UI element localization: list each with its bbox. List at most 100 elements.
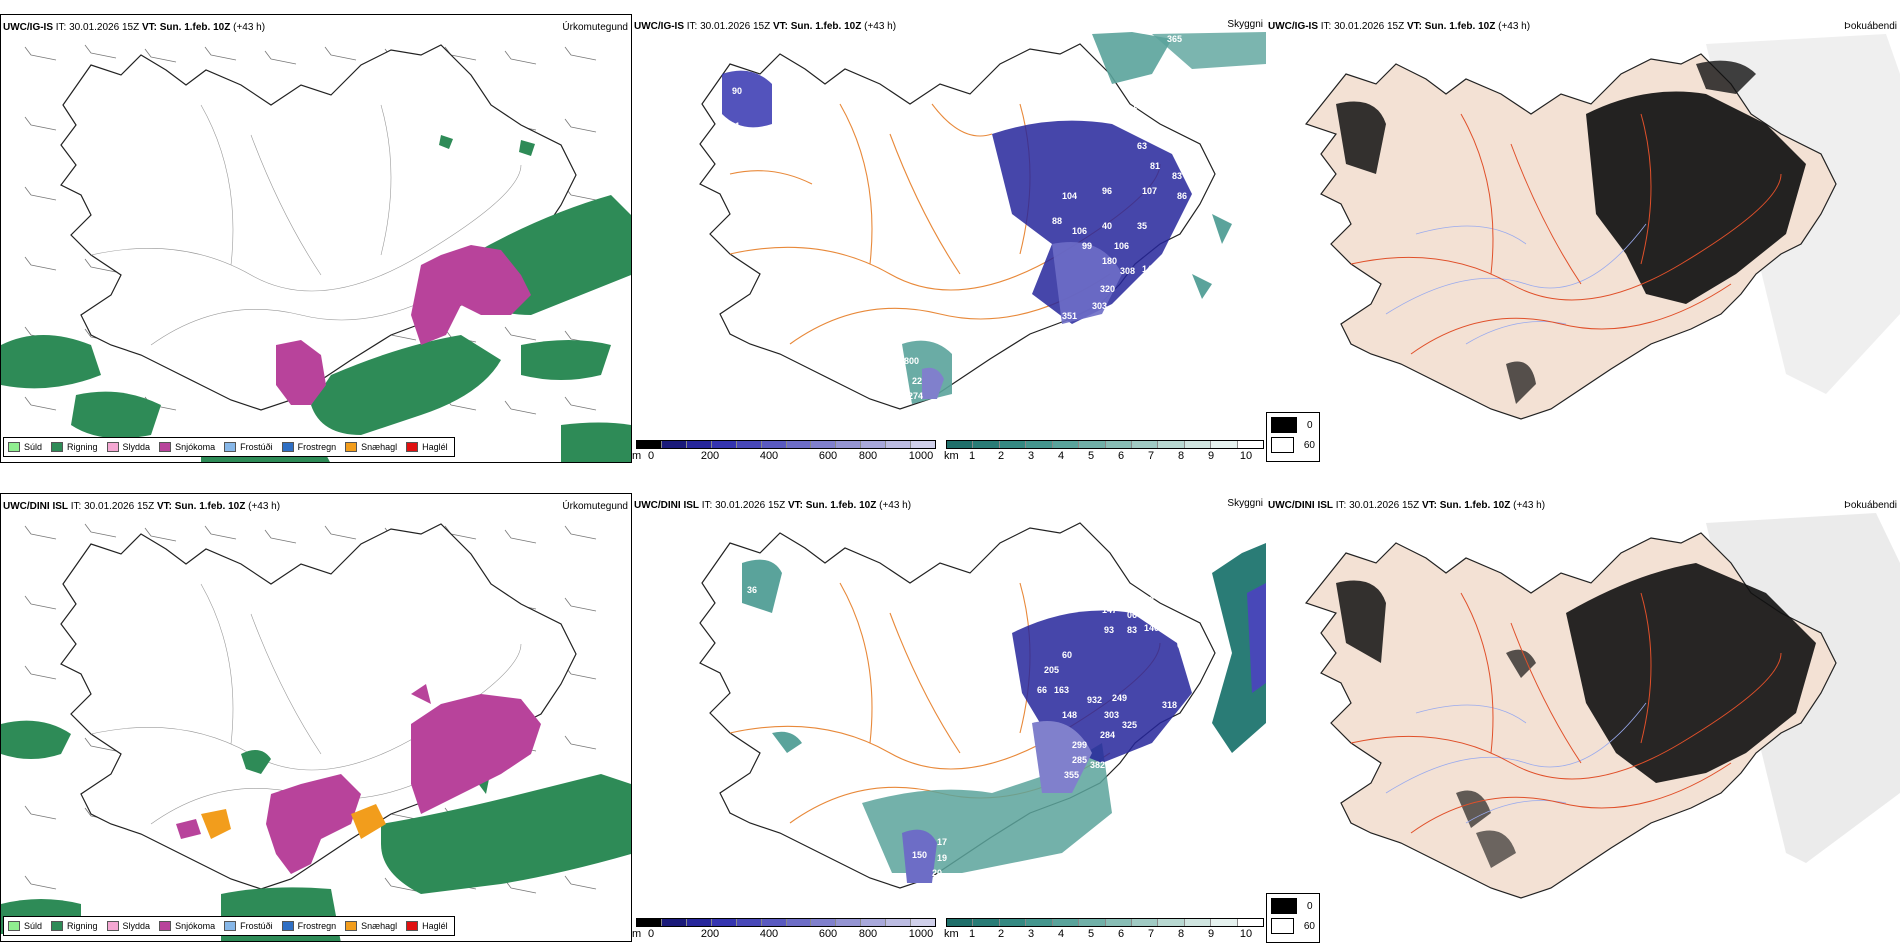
- legend-swatch: [224, 442, 237, 452]
- panel-title: Skyggni: [1227, 498, 1263, 509]
- panel-header: UWC/DINI ISL IT: 30.01.2026 15Z VT: Sun.…: [634, 500, 912, 511]
- fog-swatch: [1271, 437, 1294, 453]
- tick-label: 9: [1207, 928, 1215, 940]
- legend-item: Súld: [8, 442, 42, 452]
- tick-label: 800: [858, 928, 878, 940]
- vis-label: 351: [1062, 311, 1077, 321]
- vis-label: 578: [1084, 321, 1099, 331]
- colorbar-km-top: km 1 2 3 4 5 6 7 8 9 10: [944, 440, 1264, 462]
- visibility-value-labels: 90 31 37 108 63 96 104 107 88 106 40 35 …: [730, 34, 1187, 401]
- visibility-panel-bottom: UWC/DINI ISL IT: 30.01.2026 15Z VT: Sun.…: [632, 493, 1266, 942]
- legend-item: Haglél: [406, 921, 448, 931]
- fog-legend-top: 0 60: [1266, 412, 1320, 462]
- vis-label: 83: [1127, 625, 1137, 635]
- colorbar-km-bottom: km 1 2 3 4 5 6 7 8 9 10: [944, 918, 1264, 940]
- low-visibility-areas: [722, 32, 1266, 404]
- panel-header: UWC/DINI ISL IT: 30.01.2026 15Z VT: Sun.…: [1268, 500, 1546, 511]
- vis-label: 17: [937, 837, 947, 847]
- legend-item: Rigning: [51, 442, 98, 452]
- tick-label: 2: [997, 928, 1005, 940]
- precip-type-legend: Súld Rigning Slydda Snjókoma Frostúði Fr…: [3, 437, 455, 457]
- vis-label: 180: [1102, 256, 1117, 266]
- vis-label: 96: [1102, 186, 1112, 196]
- legend-swatch: [106, 921, 119, 931]
- vis-label: 06: [1127, 610, 1137, 620]
- legend-item: Frostregn: [281, 921, 336, 931]
- fog-swatch: [1271, 417, 1297, 433]
- vis-label: 99: [1082, 241, 1092, 251]
- vis-label: 88: [1144, 595, 1154, 605]
- panel-title: Skyggni: [1227, 19, 1263, 30]
- vis-label: 88: [1052, 216, 1062, 226]
- vis-label: 22: [912, 376, 922, 386]
- panel-title: Úrkomutegund: [562, 501, 628, 512]
- legend-swatch: [406, 921, 419, 931]
- fog-map: [1304, 513, 1900, 899]
- tick-label: 1: [968, 928, 976, 940]
- fog-swatch: [1271, 898, 1297, 914]
- legend-item: Frostúði: [224, 442, 273, 452]
- colorbar-strip: [636, 918, 936, 927]
- panel-title: Þokuábendi: [1844, 21, 1897, 32]
- graupel-areas: [201, 804, 386, 839]
- vis-label: 20: [932, 868, 942, 878]
- vis-label: 274: [908, 391, 923, 401]
- colorbar-meters-top: m 0 200 400 600 800 1000: [632, 440, 936, 462]
- vis-label: 249: [1112, 693, 1127, 703]
- vis-label: 31: [730, 121, 740, 131]
- legend-item: Snæhagl: [345, 442, 397, 452]
- legend-swatch: [281, 921, 294, 931]
- vis-label: 285: [1072, 755, 1087, 765]
- precip-type-panel-bottom: UWC/DINI ISL IT: 30.01.2026 15Z VT: Sun.…: [0, 493, 632, 942]
- vis-label: 79: [1172, 620, 1182, 630]
- colorbar-strip: [636, 440, 936, 449]
- tick-label: 400: [759, 928, 779, 940]
- visibility-map: 36 81 147 06 88 93 83 140 79 64 60 205 6…: [699, 522, 1266, 889]
- vis-label: 83: [1172, 171, 1182, 181]
- vis-label: 93: [1104, 625, 1114, 635]
- tick-label: 7: [1147, 450, 1155, 462]
- vis-label: 365: [1167, 34, 1182, 44]
- vis-label: 382: [1090, 760, 1105, 770]
- vis-label: 35: [1137, 221, 1147, 231]
- legend-swatch: [51, 921, 64, 931]
- panel-header: UWC/IG-IS IT: 30.01.2026 15Z VT: Sun. 1.…: [1268, 21, 1531, 32]
- panel-header: UWC/IG-IS IT: 30.01.2026 15Z VT: Sun. 1.…: [3, 22, 266, 33]
- vis-label: 800: [904, 356, 919, 366]
- legend-swatch: [224, 921, 237, 931]
- tick-label: 1000: [908, 450, 934, 462]
- tick-label: 2: [997, 450, 1005, 462]
- legend-swatch: [345, 442, 358, 452]
- tick-label: 1: [968, 450, 976, 462]
- fog-panel-bottom: UWC/DINI ISL IT: 30.01.2026 15Z VT: Sun.…: [1266, 493, 1900, 942]
- tick-label: 200: [700, 450, 720, 462]
- precip-map: [1, 523, 631, 941]
- tick-label: 4: [1057, 928, 1065, 940]
- vis-label: 106: [1114, 241, 1129, 251]
- vis-label: 303: [1104, 710, 1119, 720]
- tick-label: 9: [1207, 450, 1215, 462]
- precip-map: [1, 44, 631, 462]
- colorbar-meters-bottom: m 0 200 400 600 800 1000: [632, 918, 936, 940]
- tick-label: 8: [1177, 928, 1185, 940]
- tick-label: 600: [818, 928, 838, 940]
- colorbar-strip: [946, 440, 1264, 449]
- fog-legend-bottom: 0 60: [1266, 893, 1320, 943]
- panel-header: UWC/DINI ISL IT: 30.01.2026 15Z VT: Sun.…: [3, 501, 281, 512]
- colorbar-strip: [946, 918, 1264, 927]
- tick-label: 6: [1117, 928, 1125, 940]
- tick-label: 5: [1087, 450, 1095, 462]
- low-visibility-areas: [742, 543, 1266, 883]
- vis-label: 146: [1142, 264, 1157, 274]
- vis-label: 19: [937, 853, 947, 863]
- tick-label: 200: [700, 928, 720, 940]
- roads-red: [1350, 592, 1782, 834]
- visibility-value-labels: 36 81 147 06 88 93 83 140 79 64 60 205 6…: [747, 580, 1187, 878]
- tick-label: 3: [1027, 450, 1035, 462]
- vis-label: 66: [1037, 685, 1047, 695]
- fog-swatch: [1271, 918, 1294, 934]
- legend-item: Snjókoma: [159, 442, 215, 452]
- vis-label: 40: [1102, 221, 1112, 231]
- vis-label: 303: [1092, 301, 1107, 311]
- vis-label: 205: [1044, 665, 1059, 675]
